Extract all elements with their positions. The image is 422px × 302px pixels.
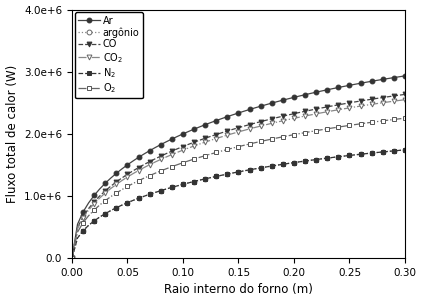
CO$_2$ (186, 146, 191, 150)
N$_2$ (70, 256, 75, 260)
CO$_2$ (136, 169, 141, 172)
argônio (147, 192, 152, 196)
argônio (403, 148, 408, 152)
N$_2$ (269, 164, 274, 168)
O$_2$ (186, 159, 191, 163)
CO (403, 93, 408, 96)
Ar (269, 101, 274, 105)
Ar (70, 256, 75, 260)
Line: CO$_2$: CO$_2$ (70, 97, 407, 261)
Line: CO: CO (70, 92, 407, 261)
Line: argônio: argônio (70, 147, 407, 261)
O$_2$ (147, 174, 152, 177)
N$_2$ (247, 168, 252, 172)
Y-axis label: Fluxo total de calor (W): Fluxo total de calor (W) (5, 65, 19, 203)
CO (186, 143, 191, 146)
O$_2$ (247, 142, 252, 146)
O$_2$ (136, 179, 141, 182)
argônio (186, 181, 191, 185)
N$_2$ (358, 153, 363, 156)
N$_2$ (147, 192, 152, 196)
CO$_2$ (70, 256, 75, 260)
CO$_2$ (403, 98, 408, 101)
CO$_2$ (247, 127, 252, 131)
Ar (147, 149, 152, 153)
CO (358, 99, 363, 103)
Legend: Ar, argônio, CO, CO$_2$, N$_2$, O$_2$: Ar, argônio, CO, CO$_2$, N$_2$, O$_2$ (75, 12, 143, 98)
N$_2$ (186, 181, 191, 185)
CO (147, 160, 152, 163)
N$_2$ (136, 197, 141, 200)
X-axis label: Raio interno do forno (m): Raio interno do forno (m) (164, 284, 313, 297)
N$_2$ (403, 148, 408, 152)
Line: Ar: Ar (70, 73, 407, 261)
Line: N$_2$: N$_2$ (70, 148, 407, 260)
Ar (136, 156, 141, 159)
O$_2$ (358, 122, 363, 126)
argônio (70, 256, 75, 260)
Line: O$_2$: O$_2$ (70, 116, 407, 260)
Ar (403, 74, 408, 78)
CO (70, 256, 75, 260)
Ar (247, 108, 252, 111)
CO (269, 117, 274, 121)
O$_2$ (403, 116, 408, 120)
CO$_2$ (358, 104, 363, 108)
CO$_2$ (147, 163, 152, 166)
argônio (136, 197, 141, 200)
argônio (269, 164, 274, 168)
argônio (247, 168, 252, 172)
O$_2$ (70, 256, 75, 260)
O$_2$ (269, 137, 274, 141)
CO (247, 123, 252, 127)
argônio (358, 153, 363, 156)
CO (136, 166, 141, 169)
Ar (186, 130, 191, 133)
Ar (358, 82, 363, 85)
CO$_2$ (269, 121, 274, 125)
